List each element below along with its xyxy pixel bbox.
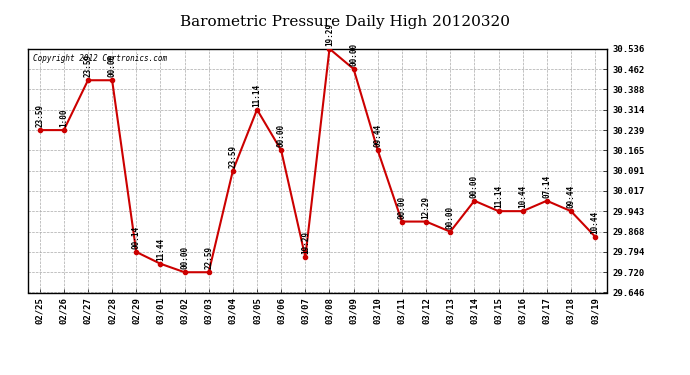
Text: 10:44: 10:44 [518, 185, 527, 208]
Text: 00:00: 00:00 [180, 246, 189, 269]
Text: 00:00: 00:00 [349, 43, 358, 66]
Text: 11:44: 11:44 [156, 238, 165, 261]
Text: 22:59: 22:59 [204, 246, 213, 269]
Text: 00:00: 00:00 [108, 54, 117, 77]
Text: 23:59: 23:59 [83, 54, 92, 77]
Text: Copyright 2012 Cartronics.com: Copyright 2012 Cartronics.com [33, 54, 168, 63]
Text: 10:44: 10:44 [591, 211, 600, 234]
Text: 11:14: 11:14 [253, 84, 262, 106]
Text: 00:00: 00:00 [470, 175, 479, 198]
Text: Barometric Pressure Daily High 20120320: Barometric Pressure Daily High 20120320 [180, 15, 510, 29]
Text: 00:00: 00:00 [446, 206, 455, 229]
Text: 09:44: 09:44 [566, 185, 575, 208]
Text: 12:29: 12:29 [422, 195, 431, 219]
Text: 09:44: 09:44 [373, 124, 382, 147]
Text: 19:29: 19:29 [301, 231, 310, 254]
Text: 19:29: 19:29 [325, 23, 334, 46]
Text: 23:59: 23:59 [35, 104, 44, 127]
Text: 00:00: 00:00 [277, 124, 286, 147]
Text: 11:14: 11:14 [494, 185, 503, 208]
Text: 1:00: 1:00 [59, 109, 68, 127]
Text: 00:14: 00:14 [132, 226, 141, 249]
Text: 00:00: 00:00 [397, 195, 406, 219]
Text: 07:14: 07:14 [542, 175, 551, 198]
Text: 23:59: 23:59 [228, 145, 237, 168]
